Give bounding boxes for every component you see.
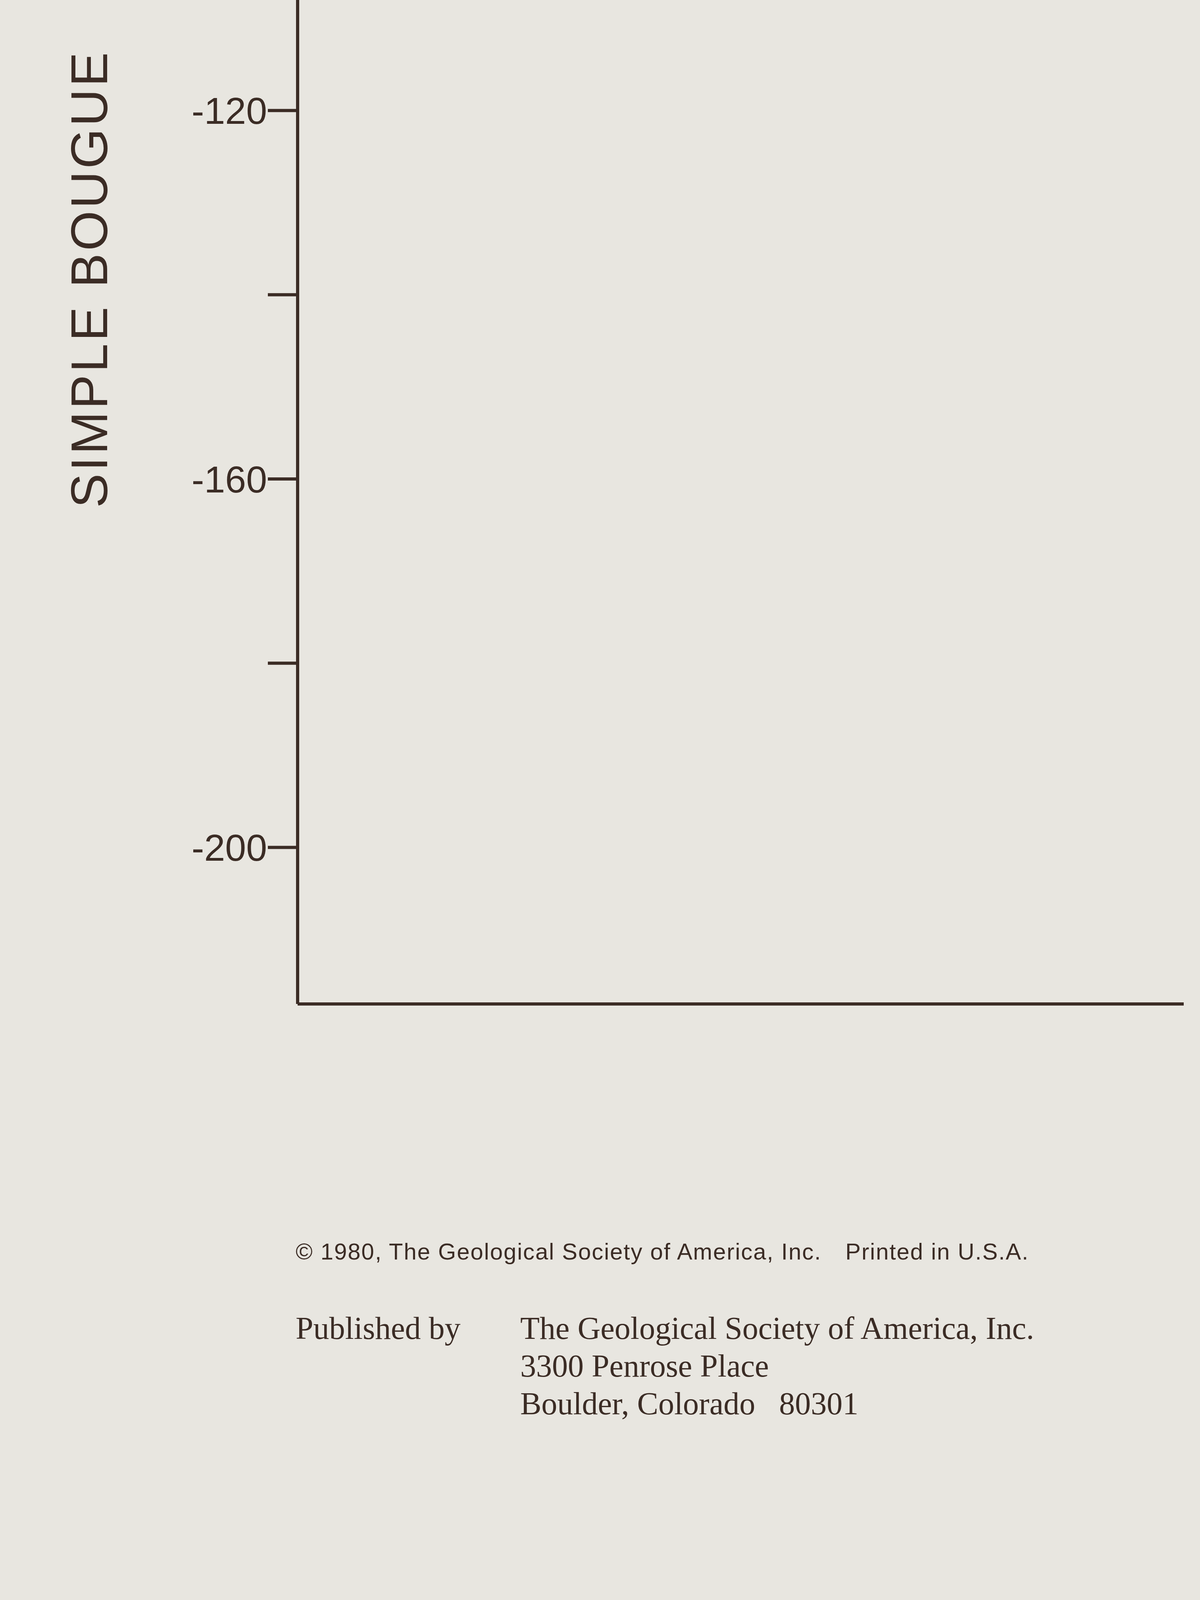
html-text:3300 Penrose Place: 3300 Penrose Place [520,1348,769,1384]
svg-text:-120: -120 [191,89,268,132]
svg-text:-200: -200 [191,826,268,869]
html-text:Published by: Published by [295,1310,461,1346]
html-text:The Geological Society of Amer: The Geological Society of America, Inc. [520,1310,1035,1346]
svg-text:-160: -160 [191,458,268,501]
html-text:Boulder, Colorado 80301: Boulder, Colorado 80301 [520,1386,859,1422]
svg-text:SIMPLE BOUGUE: SIMPLE BOUGUE [60,50,119,508]
html-text:© 1980, The Geological Society: © 1980, The Geological Society of Americ… [295,1238,822,1265]
html-text:Printed in U.S.A.: Printed in U.S.A. [845,1238,1030,1265]
